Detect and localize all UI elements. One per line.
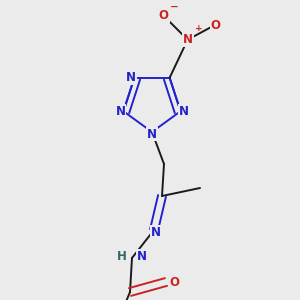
- Text: −: −: [170, 2, 179, 12]
- Text: N: N: [178, 105, 188, 118]
- Text: N: N: [151, 226, 161, 238]
- Text: H: H: [117, 250, 127, 262]
- Text: N: N: [137, 250, 147, 262]
- Text: N: N: [126, 71, 136, 84]
- Text: N: N: [147, 128, 157, 140]
- Text: O: O: [169, 275, 179, 289]
- Text: N: N: [116, 105, 125, 118]
- Text: O: O: [159, 9, 169, 22]
- Text: +: +: [195, 24, 203, 33]
- Text: O: O: [211, 19, 220, 32]
- Text: N: N: [183, 33, 193, 46]
